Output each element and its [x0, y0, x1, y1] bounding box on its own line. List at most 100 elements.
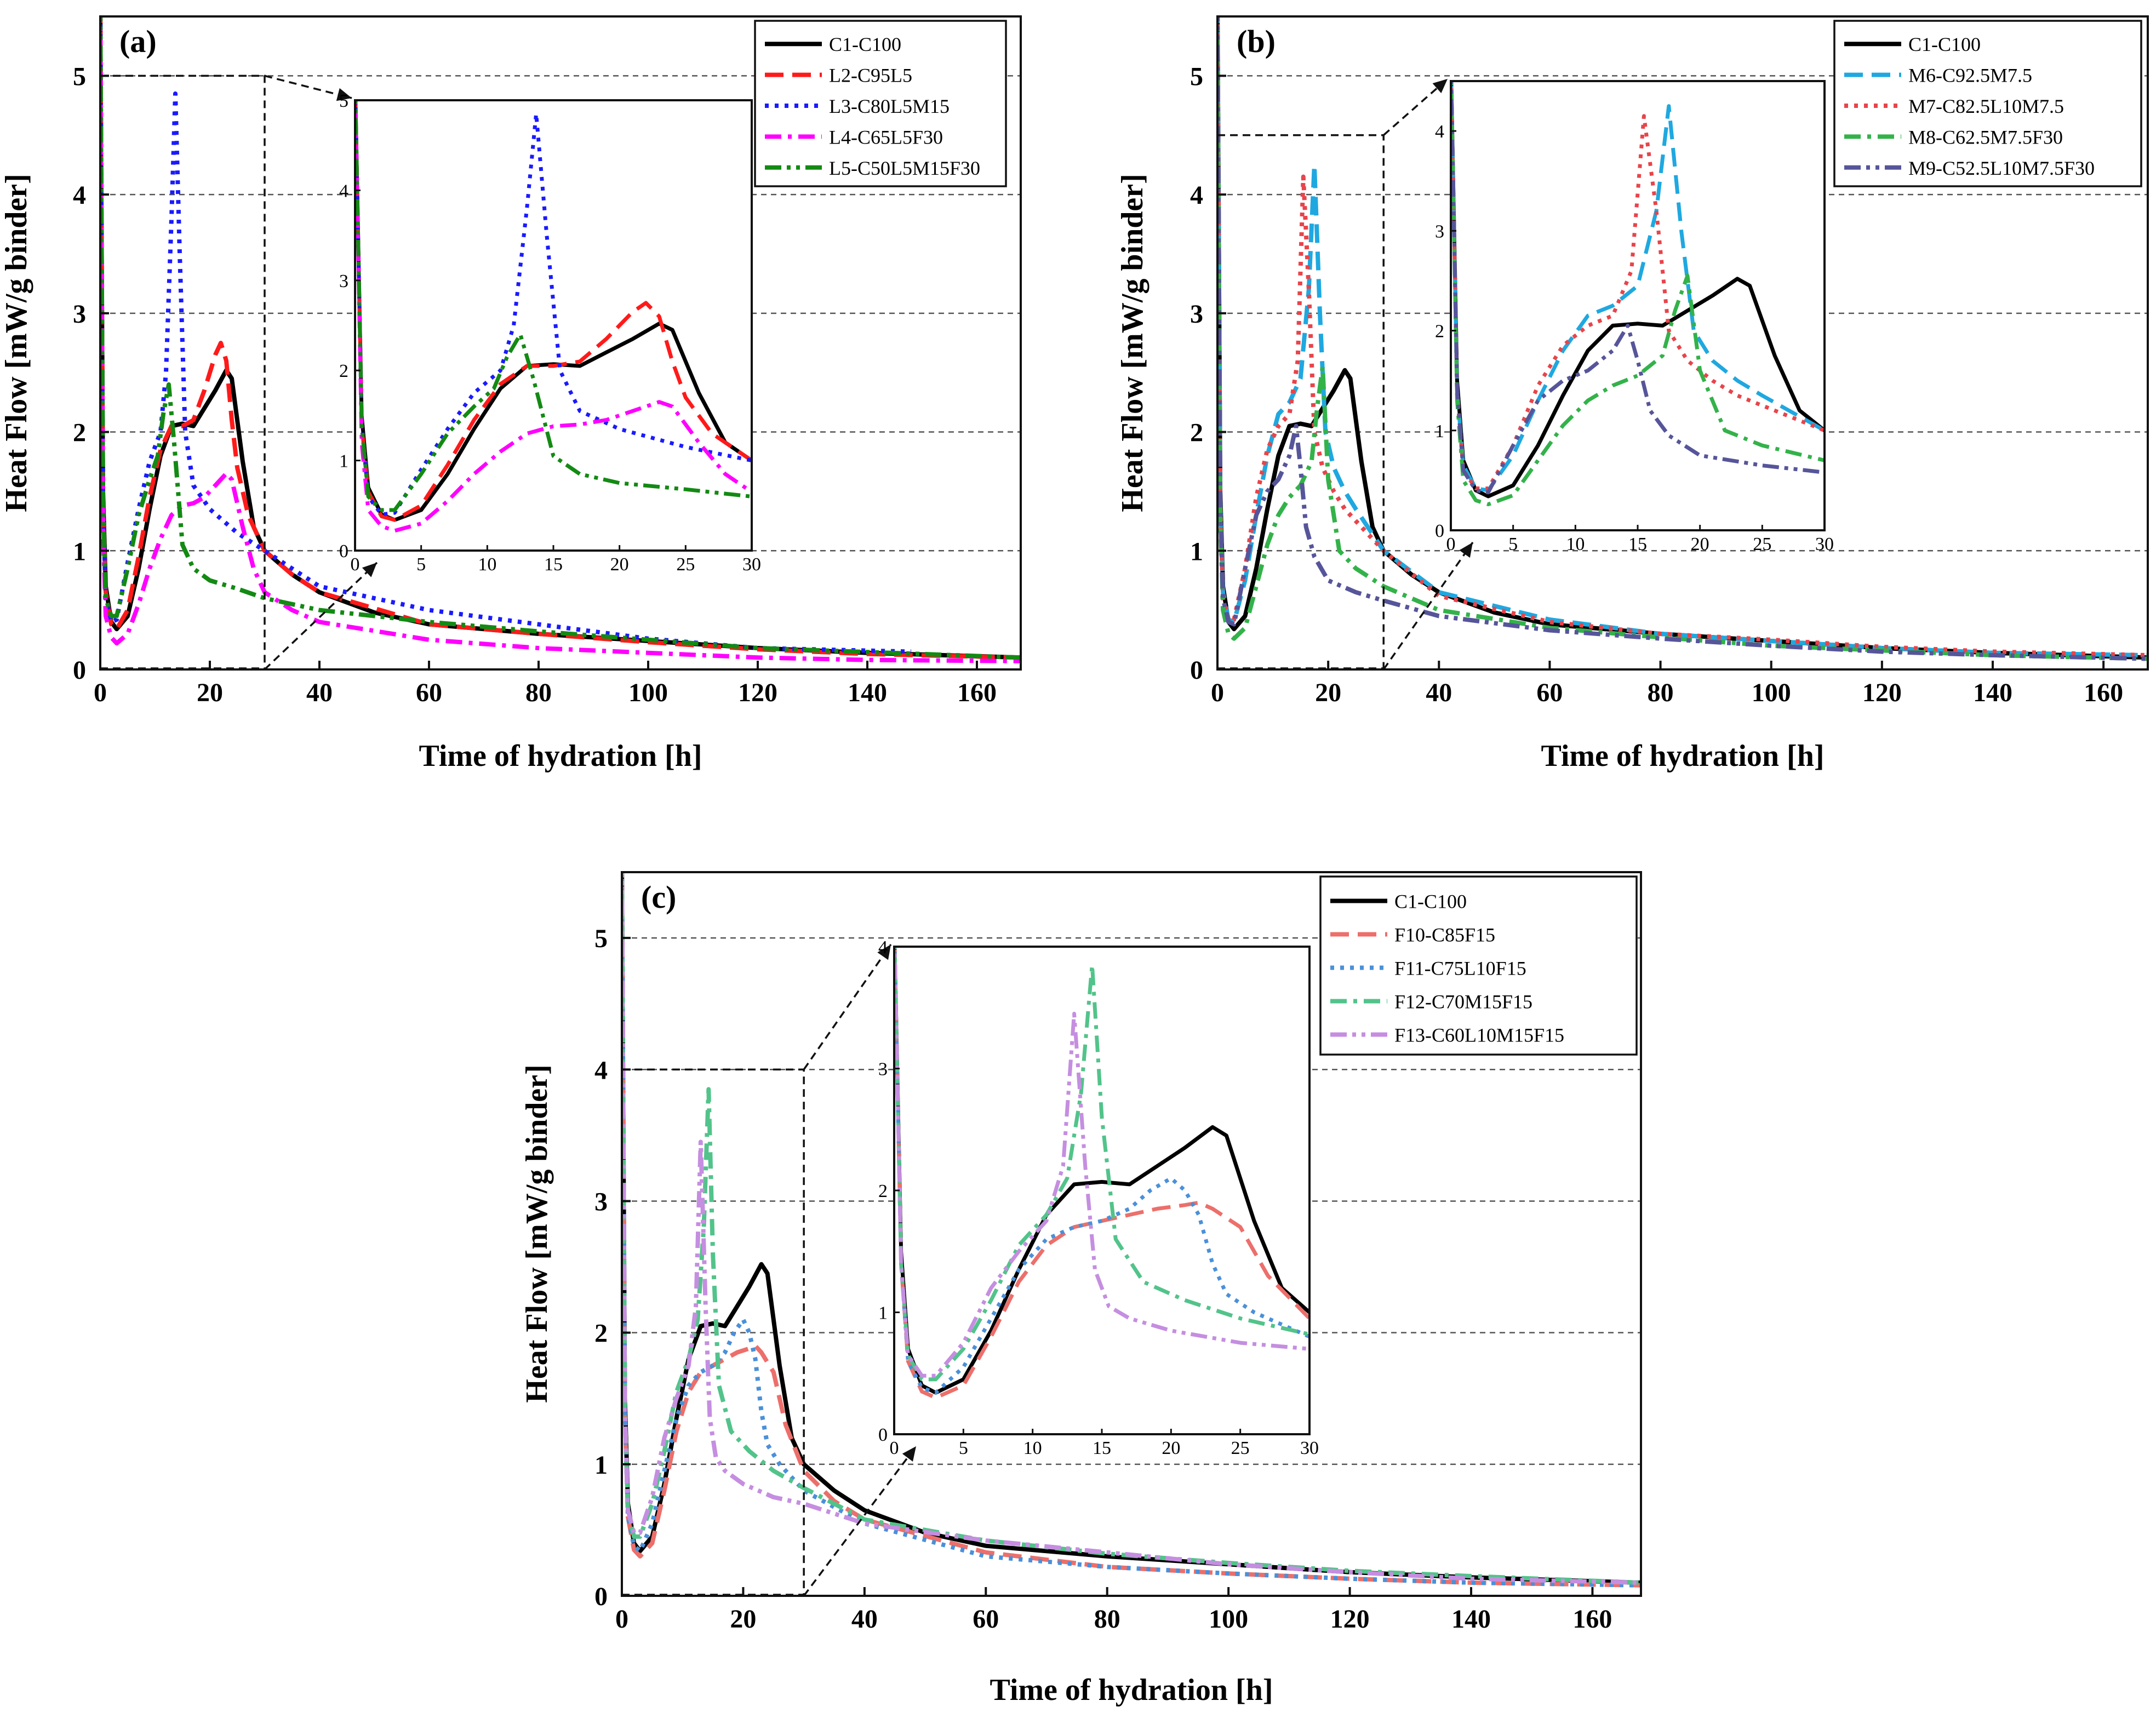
zoom-arrow-top	[1383, 78, 1449, 136]
inset-x-tick-label: 15	[1093, 1438, 1111, 1458]
y-tick-label: 5	[1190, 62, 1203, 91]
y-tick-label: 3	[73, 300, 86, 329]
plot-frame	[99, 15, 1022, 671]
inset-y-tick-label: 4	[339, 181, 348, 201]
x-tick-label: 120	[738, 678, 777, 707]
zoom-arrow-top-head	[877, 944, 891, 960]
x-tick-label: 40	[851, 1605, 878, 1634]
y-tick-label: 0	[73, 656, 86, 685]
series-line-C1-C100	[1217, 16, 2148, 660]
x-tick-label: 40	[1426, 678, 1452, 707]
inset-y-tick-label: 1	[878, 1303, 888, 1324]
inset-y-tick-label: 2	[1435, 322, 1444, 342]
inset-x-tick-label: 0	[351, 554, 360, 575]
legend-label: F10-C85F15	[1394, 924, 1495, 946]
legend-label: L5-C50L5M15F30	[829, 157, 980, 179]
x-tick-label: 0	[1211, 678, 1224, 707]
y-tick-label: 1	[1190, 537, 1203, 566]
legend-label: L4-C65L5F30	[829, 126, 943, 148]
inset-y-tick-label: 3	[339, 271, 348, 291]
legend-label: M7-C82.5L10M7.5	[1908, 95, 2064, 117]
inset-background	[355, 100, 752, 551]
legend-label: L2-C95L5	[829, 65, 912, 87]
series-line-L3-C80L5M15	[100, 16, 912, 654]
x-tick-label: 0	[615, 1605, 628, 1634]
zoom-arrow-bottom	[1382, 541, 1474, 671]
inset-series-line-L4-C65L5F30	[355, 100, 752, 533]
inset-x-tick-label: 0	[890, 1438, 899, 1458]
inset-series-line-M6-C92.5M7.5	[1451, 81, 1825, 493]
inset-x-tick-label: 25	[1231, 1438, 1250, 1458]
legend: C1-C100 M6-C92.5M7.5 M7-C82.5L10M7.5 M8-C62…	[1833, 20, 2142, 187]
y-tick-label: 0	[1190, 656, 1203, 685]
x-tick-label: 20	[197, 678, 223, 707]
x-axis-title: Time of hydration [h]	[1541, 739, 1825, 773]
x-tick-label: 60	[973, 1605, 999, 1634]
x-tick-label: 60	[1536, 678, 1563, 707]
x-tick-label: 120	[1862, 678, 1902, 707]
inset-series-line-M9-C52.5L10M7.5F30	[1451, 81, 1825, 495]
x-tick-label: 100	[1209, 1605, 1248, 1634]
y-tick-label: 5	[73, 62, 86, 91]
x-tick-label: 80	[1094, 1605, 1120, 1634]
inset: 0 5 10 15 20 25 30 0 1 2 3 4 5	[339, 91, 761, 575]
inset-y-tick-label: 2	[339, 361, 348, 381]
inset-x-tick-label: 10	[1566, 534, 1585, 554]
zoom-arrow-top	[803, 944, 892, 1070]
inset-x-tick-label: 30	[1300, 1438, 1319, 1458]
inset-background	[1451, 81, 1825, 530]
y-tick-label: 2	[1190, 419, 1203, 448]
x-tick-label: 140	[848, 678, 887, 707]
x-tick-label: 40	[306, 678, 333, 707]
inset-x-tick-label: 5	[416, 554, 426, 575]
inset-x-tick-label: 5	[1508, 534, 1518, 554]
x-tick-label: 140	[1451, 1605, 1491, 1634]
inset-series-group	[1451, 81, 1825, 507]
x-tick-label: 160	[957, 678, 997, 707]
legend-label: M9-C52.5L10M7.5F30	[1908, 157, 2095, 179]
inset-x-tick-label: 30	[742, 554, 761, 575]
inset-series-group	[894, 947, 1309, 1400]
inset-y-tick-label: 4	[1435, 122, 1444, 142]
inset-x-tick-label: 10	[1023, 1438, 1042, 1458]
inset-series-line-L3-C80L5M15	[355, 100, 752, 517]
panel-label: (a)	[119, 24, 157, 59]
y-tick-label: 1	[73, 537, 86, 566]
series-line-F12-C70M15F15	[622, 872, 1641, 1585]
legend-label: L3-C80L5M15	[829, 95, 950, 117]
inset-series-line-F10-C85F15	[894, 947, 1309, 1400]
legend: C1-C100 F10-C85F15 F11-C75L10F15 F12-C70M15…	[1319, 875, 1638, 1056]
inset-x-tick-label: 5	[959, 1438, 968, 1458]
y-tick-label: 2	[73, 419, 86, 448]
x-tick-label: 80	[525, 678, 552, 707]
inset-x-tick-label: 25	[676, 554, 695, 575]
inset-y-tick-label: 2	[878, 1181, 888, 1201]
zoom-arrow-bottom	[803, 1445, 917, 1597]
zoom-arrow-bottom	[264, 562, 378, 671]
inset-x-tick-label: 10	[478, 554, 496, 575]
inset-y-tick-label: 3	[1435, 221, 1444, 242]
legend-label: F12-C70M15F15	[1394, 991, 1532, 1013]
x-tick-label: 160	[1572, 1605, 1612, 1634]
series-line-L5-C50L5M15F30	[100, 16, 1021, 660]
inset-series-line-M7-C82.5L10M7.5	[1451, 81, 1825, 490]
y-tick-label: 1	[594, 1451, 608, 1480]
series-group	[1217, 16, 2148, 661]
inset-series-line-M8-C62.5M7.5F30	[1451, 81, 1825, 507]
series-line-M7-C82.5L10M7.5	[1217, 16, 2148, 657]
inset-y-tick-label: 1	[1435, 421, 1444, 442]
inset-y-tick-label: 5	[339, 91, 348, 111]
x-axis-title: Time of hydration [h]	[990, 1673, 1273, 1707]
x-tick-label: 20	[730, 1605, 756, 1634]
legend-label: C1-C100	[829, 33, 901, 55]
series-line-C1-C100	[622, 872, 1641, 1585]
legend-label: M8-C62.5M7.5F30	[1908, 126, 2063, 148]
zoom-arrow-bottom-head	[902, 1446, 916, 1462]
inset-x-tick-label: 30	[1815, 534, 1834, 554]
inset-background	[894, 947, 1309, 1434]
inset-series-line-L2-C95L5	[355, 100, 752, 522]
zoom-arrow-bottom-head	[362, 563, 377, 577]
inset-series-group	[355, 100, 752, 533]
